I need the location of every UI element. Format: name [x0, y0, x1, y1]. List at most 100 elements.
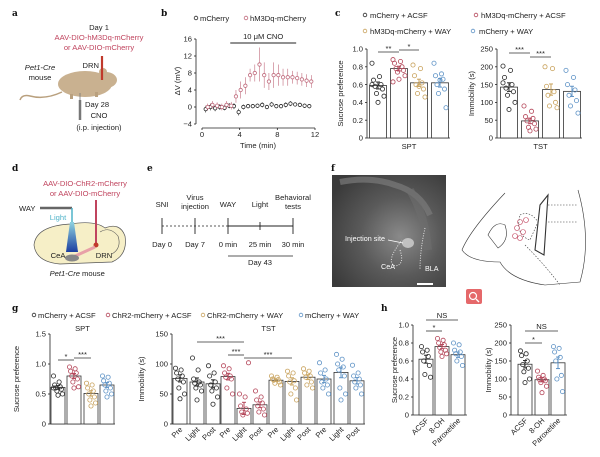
- data-point: [450, 340, 456, 346]
- event-label: tests: [285, 202, 301, 211]
- data-point: [376, 74, 382, 80]
- data-point: [459, 362, 465, 368]
- significance-label: ***: [536, 49, 545, 58]
- y-tick-label: 4: [188, 86, 192, 95]
- data-point: [316, 360, 322, 366]
- strain-label: Pet1-Cre: [50, 269, 80, 278]
- data-point: [390, 79, 396, 85]
- data-point: [87, 397, 93, 403]
- y-tick-label: −4: [183, 120, 192, 129]
- drn-label: DRN: [96, 251, 112, 260]
- strain-label: Pet1-Cre: [25, 63, 55, 72]
- data-point: [424, 347, 430, 353]
- data-point: [510, 89, 516, 95]
- cea-label: CeA: [51, 251, 67, 260]
- x-tick-label: 8: [275, 130, 279, 139]
- data-point: [575, 110, 581, 116]
- y-axis-label: Sucrose preference: [390, 337, 399, 403]
- data-point: [440, 76, 446, 82]
- y-tick-label: 0.8: [398, 339, 409, 348]
- y-tick-label: 0.5: [35, 390, 46, 399]
- legend-item: mCherry + WAY: [305, 311, 359, 320]
- data-point: [402, 73, 408, 79]
- x-tick-label: 4: [238, 130, 242, 139]
- data-point: [349, 362, 355, 368]
- significance-label: *: [532, 335, 535, 344]
- bar: [431, 82, 449, 139]
- bar: [534, 379, 550, 416]
- data-point: [454, 358, 460, 364]
- data-point: [351, 373, 357, 379]
- data-point: [51, 385, 57, 391]
- y-tick-label: 1.0: [398, 321, 409, 330]
- y-tick-label: 0.6: [352, 80, 363, 89]
- data-point: [276, 73, 281, 78]
- category-label: Light: [278, 424, 297, 443]
- data-point: [245, 104, 251, 109]
- way-label: WAY: [19, 204, 35, 213]
- data-point: [306, 368, 312, 374]
- data-point: [325, 391, 331, 397]
- data-point: [410, 62, 416, 68]
- data-point: [70, 379, 76, 385]
- legend-marker: [200, 312, 206, 318]
- data-point: [544, 383, 550, 389]
- data-point: [574, 98, 580, 104]
- data-point: [373, 91, 379, 97]
- y-tick-label: 0: [405, 411, 409, 420]
- data-point: [426, 362, 432, 368]
- data-point: [250, 104, 255, 109]
- event-label: SNI: [156, 200, 169, 209]
- data-point: [527, 376, 533, 382]
- category-label: Light: [230, 424, 249, 443]
- bar: [434, 346, 450, 416]
- legend-marker: [362, 28, 368, 34]
- light-label: Light: [50, 213, 67, 222]
- y-tick-label: 0.2: [352, 116, 363, 125]
- category-label: ACSF: [509, 416, 530, 437]
- data-point: [551, 89, 557, 95]
- category-label: Pre: [170, 425, 185, 440]
- category-label: Light: [327, 424, 346, 443]
- data-point: [233, 94, 239, 99]
- data-point: [509, 82, 515, 88]
- data-point: [378, 82, 384, 88]
- data-point: [288, 101, 293, 106]
- scale-bar: [417, 283, 433, 285]
- virus-label-1: AAV-DIO-ChR2-mCherry: [43, 179, 127, 188]
- data-point: [458, 353, 464, 359]
- data-point: [565, 82, 571, 88]
- data-point: [245, 360, 251, 366]
- y-tick-label: 0.6: [398, 357, 409, 366]
- data-point: [286, 373, 292, 379]
- y-tick-label: 250: [480, 45, 493, 54]
- data-point: [252, 70, 257, 76]
- data-point: [539, 390, 545, 396]
- day1-label: Day 1: [89, 23, 109, 32]
- data-point: [353, 385, 359, 391]
- data-point: [335, 361, 341, 367]
- data-point: [105, 374, 111, 380]
- data-point: [266, 79, 272, 84]
- legend-marker: [473, 12, 479, 18]
- x-tick-label: 0: [200, 130, 204, 139]
- data-point: [247, 73, 253, 78]
- data-point: [501, 74, 507, 80]
- data-point: [60, 391, 66, 397]
- data-point: [358, 391, 364, 397]
- data-point: [572, 87, 578, 93]
- magnifier-icon[interactable]: [466, 289, 482, 304]
- data-point: [320, 385, 326, 391]
- data-point: [309, 79, 314, 84]
- chart-title: TST: [261, 324, 276, 333]
- y-axis-label: ΔV (mV): [173, 66, 182, 95]
- data-point: [274, 104, 279, 109]
- data-point: [397, 58, 403, 64]
- data-point: [276, 379, 282, 385]
- data-point: [55, 392, 61, 398]
- data-point: [339, 356, 345, 362]
- data-point: [307, 104, 312, 109]
- y-tick-label: 1.0: [352, 45, 363, 54]
